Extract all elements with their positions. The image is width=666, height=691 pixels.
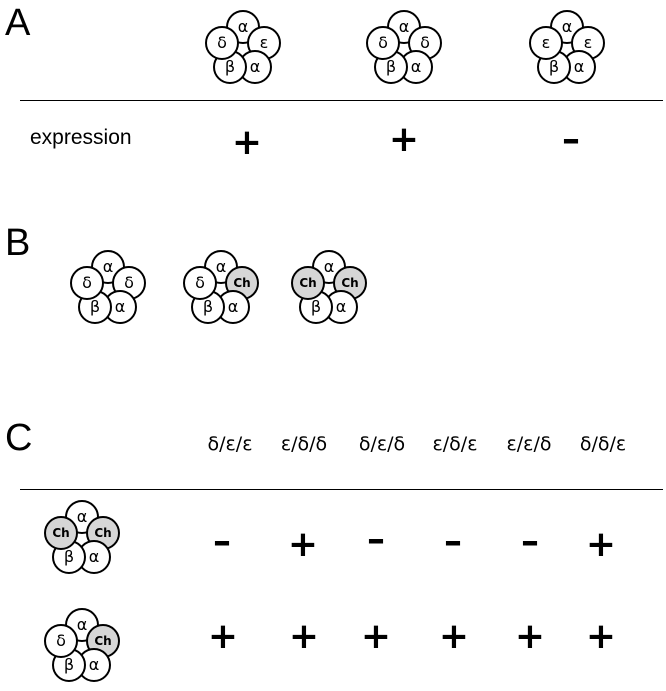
chimera-subunit: Ch	[44, 516, 78, 550]
subunit: δ	[366, 26, 400, 60]
result-sign: +	[438, 616, 470, 657]
result-sign: +	[288, 616, 320, 657]
subunit: ε	[529, 26, 563, 60]
result-sign: –	[367, 519, 385, 560]
result-sign: +	[207, 616, 239, 657]
pentamer-b-2: α Ch α β δ	[183, 250, 259, 326]
result-sign: +	[514, 616, 546, 657]
panel-b-letter: B	[5, 222, 31, 264]
result-sign: –	[521, 521, 539, 562]
subunit: δ	[183, 266, 217, 300]
pentamer-a-3: α ε α β ε	[529, 10, 605, 86]
panel-c-letter: C	[5, 417, 33, 459]
expression-sign: +	[388, 119, 420, 160]
subunit: δ	[70, 266, 104, 300]
column-header: δ/ε/δ	[358, 433, 406, 455]
subunit: β	[213, 50, 247, 84]
expression-sign: –	[562, 119, 580, 160]
column-header: ε/δ/δ	[280, 433, 328, 455]
subunit: δ	[44, 624, 78, 658]
pentamer-a-1: α ε α β δ	[205, 10, 281, 86]
panel-c-divider	[20, 489, 663, 490]
pentamer-c-row-2: α Ch α β δ	[44, 608, 120, 684]
column-header: ε/δ/ε	[432, 433, 478, 455]
result-sign: +	[585, 616, 617, 657]
result-sign: +	[360, 616, 392, 657]
pentamer-a-2: α δ α β δ	[366, 10, 442, 86]
column-header: δ/ε/ε	[207, 433, 253, 455]
subunit: δ	[205, 26, 239, 60]
panel-a-divider	[20, 100, 663, 101]
result-sign: +	[287, 524, 319, 565]
chimera-subunit: Ch	[291, 266, 325, 300]
subunit: β	[52, 540, 86, 574]
result-sign: –	[444, 521, 462, 562]
pentamer-b-3: α Ch α β Ch	[291, 250, 367, 326]
column-header: ε/ε/δ	[506, 433, 552, 455]
expression-label: expression	[30, 126, 132, 149]
subunit: α	[103, 290, 137, 324]
pentamer-b-1: α δ α β δ	[70, 250, 146, 326]
expression-sign: +	[231, 122, 263, 163]
pentamer-c-row-1: α Ch α β Ch	[44, 500, 120, 576]
panel-a-letter: A	[5, 2, 31, 44]
result-sign: +	[585, 524, 617, 565]
subunit: δ	[112, 266, 146, 300]
result-sign: –	[213, 521, 231, 562]
column-header: δ/δ/ε	[579, 433, 627, 455]
